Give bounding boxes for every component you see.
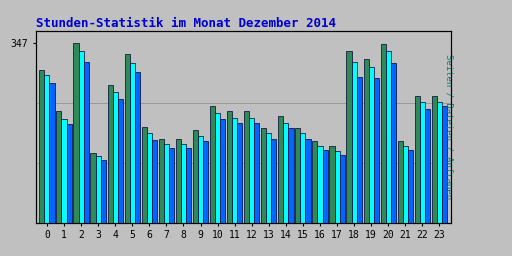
- Bar: [386, 51, 391, 223]
- Bar: [96, 156, 101, 223]
- Bar: [306, 139, 311, 223]
- Bar: [130, 63, 135, 223]
- Bar: [101, 161, 106, 223]
- Bar: [237, 123, 242, 223]
- Bar: [415, 95, 420, 223]
- Bar: [271, 139, 276, 223]
- Bar: [91, 153, 96, 223]
- Bar: [232, 118, 237, 223]
- Bar: [374, 78, 379, 223]
- Bar: [266, 133, 271, 223]
- Bar: [380, 44, 386, 223]
- Bar: [295, 128, 301, 223]
- Bar: [198, 135, 203, 223]
- Bar: [249, 118, 254, 223]
- Text: Stunden-Statistik im Monat Dezember 2014: Stunden-Statistik im Monat Dezember 2014: [36, 17, 336, 29]
- Bar: [301, 133, 306, 223]
- Bar: [193, 130, 198, 223]
- Bar: [56, 111, 61, 223]
- Bar: [352, 62, 357, 223]
- Bar: [227, 111, 232, 223]
- Bar: [176, 139, 181, 223]
- Bar: [147, 133, 152, 223]
- Bar: [278, 116, 283, 223]
- Bar: [432, 95, 437, 223]
- Bar: [78, 51, 83, 223]
- Bar: [181, 144, 186, 223]
- Bar: [152, 140, 157, 223]
- Bar: [135, 72, 140, 223]
- Bar: [437, 102, 442, 223]
- Bar: [364, 59, 369, 223]
- Bar: [220, 119, 225, 223]
- Bar: [288, 128, 293, 223]
- Bar: [323, 150, 328, 223]
- Bar: [159, 139, 164, 223]
- Bar: [39, 70, 45, 223]
- Bar: [283, 123, 288, 223]
- Bar: [391, 63, 396, 223]
- Bar: [425, 109, 430, 223]
- Bar: [254, 123, 260, 223]
- Bar: [317, 146, 323, 223]
- Bar: [403, 146, 408, 223]
- Bar: [420, 102, 425, 223]
- Bar: [369, 67, 374, 223]
- Bar: [329, 146, 334, 223]
- Bar: [61, 119, 67, 223]
- Bar: [50, 83, 55, 223]
- Bar: [118, 99, 123, 223]
- Bar: [108, 85, 113, 223]
- Bar: [45, 75, 50, 223]
- Bar: [398, 141, 403, 223]
- Bar: [113, 92, 118, 223]
- Bar: [142, 127, 147, 223]
- Bar: [312, 141, 317, 223]
- Bar: [357, 77, 362, 223]
- Bar: [244, 111, 249, 223]
- Bar: [164, 144, 169, 223]
- Bar: [169, 148, 174, 223]
- Bar: [186, 148, 191, 223]
- Bar: [261, 128, 266, 223]
- Bar: [347, 51, 352, 223]
- Bar: [83, 62, 89, 223]
- Bar: [124, 54, 130, 223]
- Bar: [339, 155, 345, 223]
- Bar: [215, 113, 220, 223]
- Bar: [210, 106, 215, 223]
- Bar: [408, 150, 413, 223]
- Y-axis label: Seiten / Dateien / Anfragen: Seiten / Dateien / Anfragen: [444, 54, 453, 199]
- Bar: [67, 124, 72, 223]
- Bar: [334, 151, 339, 223]
- Bar: [442, 106, 447, 223]
- Bar: [203, 141, 208, 223]
- Bar: [73, 43, 78, 223]
